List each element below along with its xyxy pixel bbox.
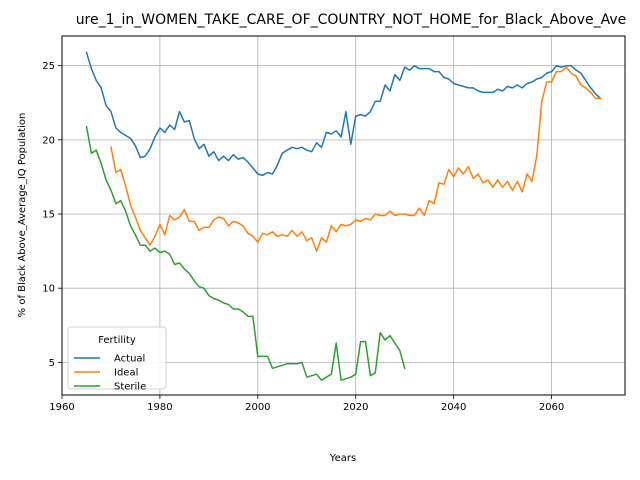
y-tick-label: 20 (42, 135, 55, 146)
y-tick-label: 15 (42, 210, 55, 221)
x-tick-label: 2000 (245, 402, 270, 413)
x-axis: 1960 1980 2000 2020 2040 2060 (49, 395, 564, 413)
series-line-ideal (110, 66, 602, 252)
series-line-actual (85, 51, 602, 177)
x-tick-label: 1980 (147, 402, 172, 413)
x-tick-label: 2060 (539, 402, 564, 413)
legend-title: Fertility (98, 335, 136, 346)
legend-label-ideal: Ideal (114, 368, 138, 379)
legend: Fertility Actual Ideal Sterile (67, 326, 167, 393)
series-layer (85, 51, 602, 381)
x-tick-label: 1960 (49, 402, 74, 413)
legend-label-actual: Actual (114, 354, 145, 365)
x-tick-label: 2020 (343, 402, 368, 413)
series-line-sterile (85, 125, 406, 381)
y-tick-label: 25 (42, 61, 55, 72)
x-axis-label: Years (329, 453, 356, 464)
x-tick-label: 2040 (441, 402, 466, 413)
y-tick-label: 10 (42, 284, 55, 295)
legend-label-sterile: Sterile (114, 382, 146, 393)
y-tick-label: 5 (49, 358, 55, 369)
y-axis-label: % of Black Above_Average_IQ Population (17, 113, 28, 318)
legend-box (67, 326, 167, 390)
grid-lines (61, 36, 625, 395)
y-axis: 5 10 15 20 25 (42, 61, 62, 369)
plot-frame (61, 35, 626, 396)
chart-title: ure_1_in_WOMEN_TAKE_CARE_OF_COUNTRY_NOT_… (76, 12, 627, 28)
